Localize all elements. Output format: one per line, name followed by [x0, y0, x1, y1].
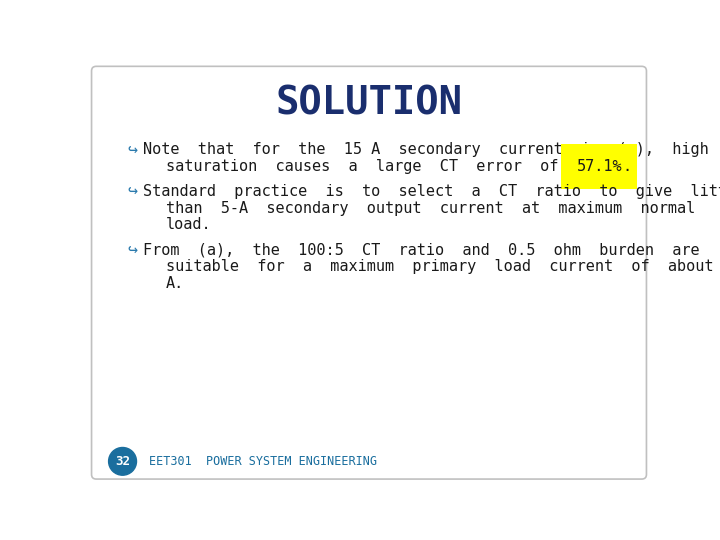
Text: than  5-A  secondary  output  current  at  maximum  normal: than 5-A secondary output current at max…: [166, 200, 696, 215]
Text: From  (a),  the  100:5  CT  ratio  and  0.5  ohm  burden  are: From (a), the 100:5 CT ratio and 0.5 ohm…: [143, 242, 699, 257]
FancyBboxPatch shape: [91, 66, 647, 479]
Circle shape: [109, 448, 137, 475]
Text: 32: 32: [115, 455, 130, 468]
Text: A.: A.: [166, 276, 184, 291]
Text: Standard  practice  is  to  select  a  CT  ratio  to  give  little  less: Standard practice is to select a CT rati…: [143, 184, 720, 199]
Text: load.: load.: [166, 218, 212, 232]
Text: Note  that  for  the  15 A  secondary  current  in  (c),  high  CT: Note that for the 15 A secondary current…: [143, 142, 720, 157]
Text: SOLUTION: SOLUTION: [276, 84, 462, 122]
Text: saturation  causes  a  large  CT  error  of: saturation causes a large CT error of: [166, 159, 577, 174]
Text: EET301  POWER SYSTEM ENGINEERING: EET301 POWER SYSTEM ENGINEERING: [149, 455, 377, 468]
Text: suitable  for  a  maximum  primary  load  current  of  about  100: suitable for a maximum primary load curr…: [166, 259, 720, 274]
Text: 57.1%: 57.1%: [577, 159, 622, 174]
Text: ↪: ↪: [127, 241, 138, 259]
Text: ↪: ↪: [127, 140, 138, 159]
Text: .: .: [622, 159, 631, 174]
Text: ↪: ↪: [127, 182, 138, 200]
